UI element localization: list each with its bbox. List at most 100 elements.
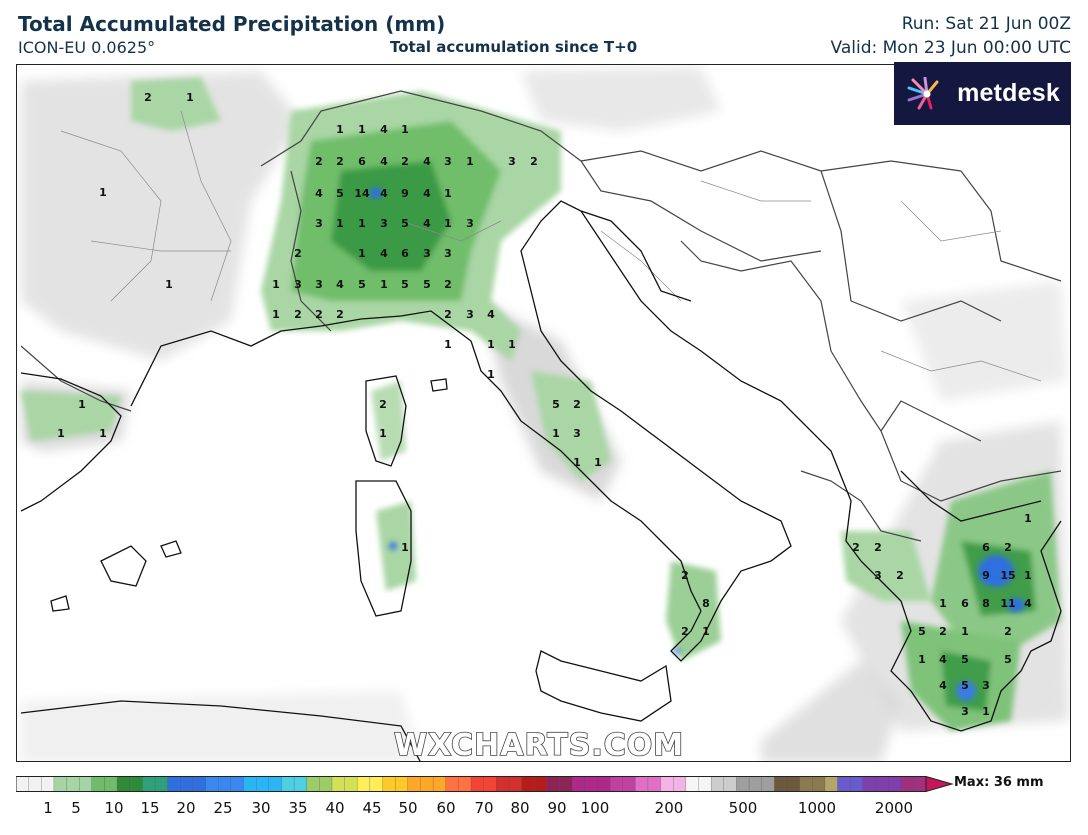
precip-value-label: 1 <box>99 186 107 199</box>
colorbar-cell <box>382 776 396 792</box>
colorbar-cell <box>862 776 877 792</box>
colorbar-cell <box>913 776 927 792</box>
colorbar-cell <box>559 776 573 792</box>
colorbar-cell <box>761 776 775 792</box>
precip-value-label: 1 <box>358 123 366 136</box>
precip-value-label: 2 <box>1004 541 1012 554</box>
precip-value-label: 5 <box>336 187 344 200</box>
precip-value-label: 1 <box>165 278 173 291</box>
precip-value-label: 3 <box>466 217 474 230</box>
precip-value-label: 1 <box>336 217 344 230</box>
precip-value-label: 4 <box>939 653 947 666</box>
colorbar-cell <box>508 776 523 792</box>
precip-value-label: 1 <box>702 625 710 638</box>
colorbar-cell <box>255 776 270 792</box>
precip-value-label: 1 <box>358 247 366 260</box>
precip-value-label: 2 <box>294 308 302 321</box>
colorbar-cell <box>900 776 915 792</box>
colorbar-cell <box>799 776 813 792</box>
precip-value-label: 1 <box>961 625 969 638</box>
precip-value-label: 1 <box>444 217 452 230</box>
colorbar-cell <box>584 776 599 792</box>
colorbar-cell <box>609 776 624 792</box>
precip-value-label: 1 <box>508 338 516 351</box>
colorbar-cell <box>344 776 358 792</box>
colorbar-cell <box>28 776 42 792</box>
colorbar-cell <box>142 776 156 792</box>
colorbar-cell <box>357 776 371 792</box>
colorbar-cell <box>748 776 763 792</box>
precip-value-label: 15 <box>1000 569 1015 582</box>
precip-value-label: 9 <box>401 187 409 200</box>
precip-value-label: 2 <box>336 155 344 168</box>
colorbar-tick-label: 25 <box>213 799 233 817</box>
coastlines <box>20 200 1062 761</box>
colorbar-cell <box>192 776 207 792</box>
precip-value-label: 3 <box>444 247 452 260</box>
precip-value-label: 3 <box>315 217 323 230</box>
colorbar-tick-label: 2000 <box>874 799 914 817</box>
precip-value-label: 1 <box>444 187 452 200</box>
colorbar-cell <box>723 776 738 792</box>
precip-value-label: 3 <box>573 427 581 440</box>
precip-value-label: 2 <box>852 541 860 554</box>
precip-value-label: 1 <box>444 338 452 351</box>
colorbar-cell <box>698 776 712 792</box>
watermark: WXCHARTS.COM <box>393 727 685 764</box>
colorbar-cell <box>154 776 169 792</box>
colorbar-tick-label: 90 <box>547 799 567 817</box>
colorbar-cell <box>180 776 194 792</box>
valid-time: Valid: Mon 23 Jun 00:00 UTC <box>830 38 1071 58</box>
precip-value-label: 2 <box>939 625 947 638</box>
colorbar-cell <box>571 776 586 792</box>
colorbar-cell <box>205 776 219 792</box>
colorbar-cell <box>673 776 687 792</box>
colorbar-arrow <box>925 776 954 793</box>
precip-value-label: 5 <box>358 278 366 291</box>
colorbar-cell <box>546 776 561 792</box>
precip-value-label: 14 <box>354 187 370 200</box>
precip-value-label: 1 <box>487 368 495 381</box>
precip-value-label: 2 <box>573 398 581 411</box>
heavy-precip-blue-spots <box>370 187 1025 701</box>
colorbar-cell <box>395 776 409 792</box>
precipitation-map[interactable]: 2 1 1 1 1 1 4 1 2 2 6 4 2 4 3 1 3 2 4 5 14 4 9 4 1 3 1 1 3 5 4 1 3 2 1 4 6 3 3… <box>16 64 1071 762</box>
precip-value-label: 1 <box>186 91 194 104</box>
precip-value-label: 1 <box>379 427 387 440</box>
precip-value-label: 1 <box>272 308 280 321</box>
precip-value-label: 2 <box>681 625 689 638</box>
colorbar-cell <box>41 776 55 792</box>
precip-value-label: 2 <box>530 155 538 168</box>
colorbar-tick-label: 100 <box>580 799 610 817</box>
colorbar-cell <box>230 776 245 792</box>
precip-value-label: 1 <box>1024 512 1032 525</box>
colorbar-cell <box>850 776 864 792</box>
colorbar-cell <box>887 776 902 792</box>
metdesk-logo: metdesk <box>894 62 1071 125</box>
colorbar-cell <box>496 776 510 792</box>
colorbar-cell <box>66 776 80 792</box>
precip-value-label: 3 <box>874 569 882 582</box>
colorbar-cell <box>647 776 662 792</box>
precip-value-label: 5 <box>401 278 409 291</box>
precip-value-label: 4 <box>487 308 495 321</box>
precip-value-label: 2 <box>144 91 152 104</box>
colorbar-cell <box>167 776 181 792</box>
chart-subtitle: Total accumulation since T+0 <box>390 38 638 56</box>
colorbar-cell <box>710 776 725 792</box>
colorbar-tick-label: 35 <box>288 799 308 817</box>
precip-value-label: 2 <box>444 278 452 291</box>
colorbar-tick-label: 5 <box>71 799 81 817</box>
colorbar-tick-label: 50 <box>398 799 418 817</box>
precip-value-label: 4 <box>423 217 431 230</box>
precip-value-label: 2 <box>874 541 882 554</box>
precip-value-label: 1 <box>380 278 388 291</box>
colorbar-cell <box>685 776 700 792</box>
precip-value-label: 1 <box>552 427 560 440</box>
precip-value-label: 8 <box>982 597 990 610</box>
colorbar-cell <box>597 776 611 792</box>
colorbar-cell <box>129 776 144 792</box>
colorbar-cell <box>53 776 68 792</box>
colorbar-cell <box>319 776 333 792</box>
